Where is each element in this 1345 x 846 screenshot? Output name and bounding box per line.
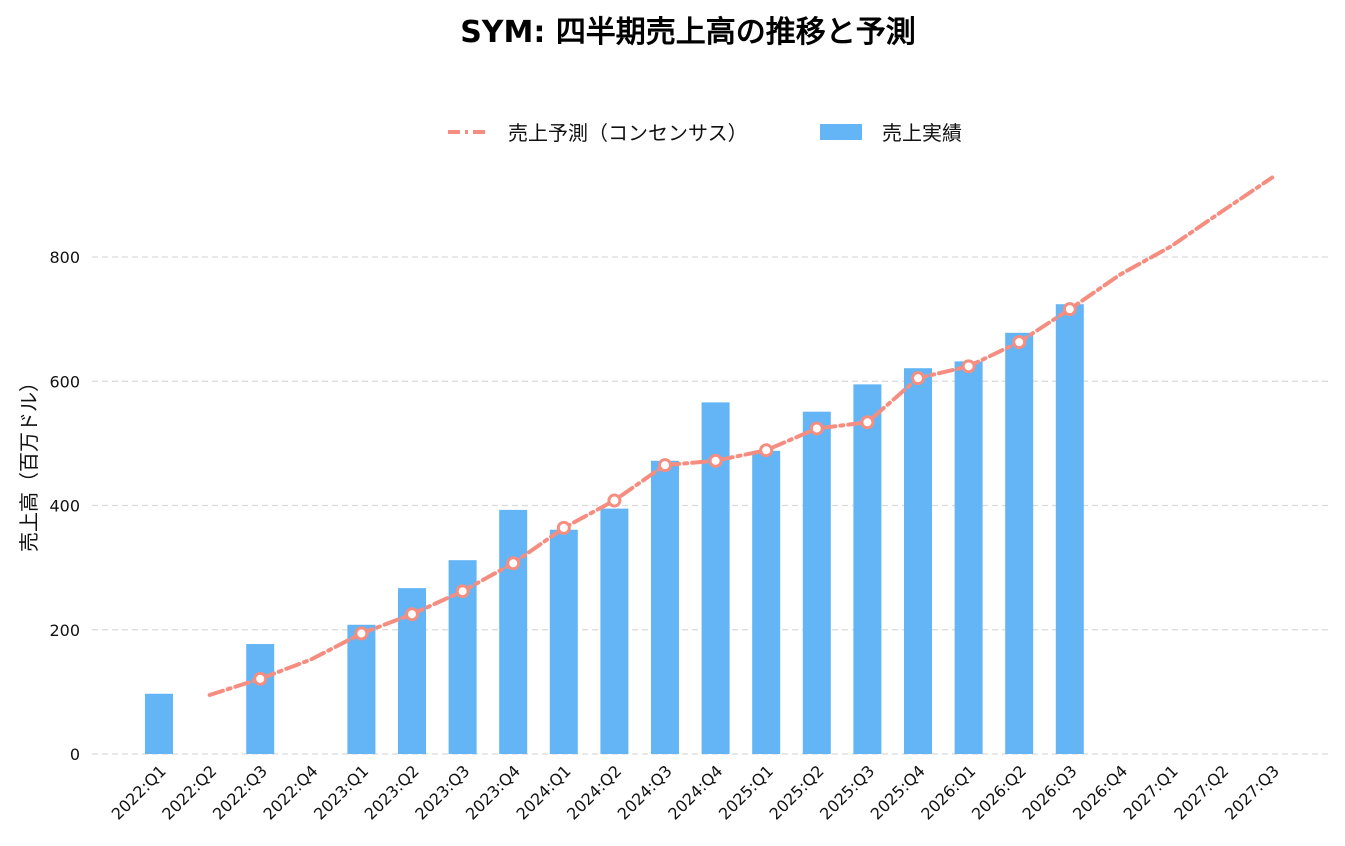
bar-2022:Q3	[246, 644, 275, 754]
x-tick-label-2023:Q4: 2023:Q4	[462, 761, 524, 823]
x-tick-label-2024:Q1: 2024:Q1	[512, 761, 574, 823]
chart-title: SYM: 四半期売上高の推移と予測	[460, 15, 916, 50]
forecast-line-path	[207, 175, 1275, 697]
legend-forecast-label: 売上予測（コンセンサス）	[508, 121, 748, 145]
y-tick-label-600: 600	[49, 372, 80, 391]
y-axis-ticks: 0 200 400 600 800	[49, 248, 80, 764]
x-tick-label-2022:Q2: 2022:Q2	[158, 761, 220, 823]
forecast-point-2024:Q4	[708, 453, 723, 468]
x-tick-label-2026:Q3: 2026:Q3	[1018, 761, 1080, 823]
y-tick-label-400: 400	[49, 497, 80, 516]
forecast-point-2024:Q3	[658, 458, 672, 473]
forecast-point-2022:Q3	[253, 671, 268, 686]
x-tick-label-2025:Q4: 2025:Q4	[867, 761, 929, 823]
x-tick-label-2024:Q4: 2024:Q4	[664, 761, 726, 823]
legend-actual-label: 売上実績	[882, 121, 962, 145]
forecast-point-2024:Q2	[607, 493, 622, 508]
x-tick-label-2025:Q3: 2025:Q3	[816, 761, 878, 823]
forecast-point-2025:Q3	[860, 415, 875, 430]
bar-2026:Q3	[1055, 304, 1084, 754]
forecast-point-2026:Q1	[961, 359, 976, 374]
bar-2023:Q4	[499, 509, 528, 754]
bar-2025:Q4	[904, 368, 932, 754]
forecast-point-2024:Q1	[556, 520, 571, 535]
x-tick-label-2024:Q2: 2024:Q2	[563, 761, 625, 823]
x-tick-label-2025:Q2: 2025:Q2	[765, 761, 827, 823]
legend-actual-swatch	[820, 124, 862, 140]
forecast-point-2025:Q1	[759, 443, 774, 458]
forecast-point-2025:Q2	[809, 421, 824, 436]
x-tick-label-2025:Q1: 2025:Q1	[715, 761, 777, 823]
x-tick-label-2023:Q1: 2023:Q1	[310, 761, 372, 823]
x-axis-ticks: 2022:Q12022:Q22022:Q32022:Q42023:Q12023:…	[108, 761, 1283, 823]
grid-lines	[92, 256, 1330, 755]
forecast-point-2026:Q2	[1012, 335, 1027, 350]
x-tick-label-2026:Q1: 2026:Q1	[917, 761, 979, 823]
y-tick-label-0: 0	[70, 745, 80, 764]
forecast-point-2023:Q1	[354, 626, 369, 641]
y-tick-label-200: 200	[49, 621, 80, 640]
bar-2023:Q1	[347, 624, 376, 754]
forecast-line	[207, 175, 1275, 697]
bar-2025:Q2	[802, 411, 831, 754]
forecast-point-2023:Q2	[405, 607, 419, 622]
bar-2026:Q2	[1005, 332, 1034, 754]
x-tick-label-2026:Q4: 2026:Q4	[1069, 761, 1131, 823]
x-tick-label-2027:Q3: 2027:Q3	[1221, 761, 1283, 823]
bar-2024:Q3	[651, 460, 679, 754]
bar-2025:Q3	[853, 384, 882, 754]
y-tick-label-800: 800	[49, 248, 80, 267]
x-tick-label-2022:Q4: 2022:Q4	[259, 761, 321, 823]
legend: 売上予測（コンセンサス） 売上実績	[448, 121, 962, 145]
x-tick-label-2022:Q1: 2022:Q1	[108, 761, 170, 823]
forecast-point-2026:Q3	[1062, 302, 1077, 317]
x-tick-label-2022:Q3: 2022:Q3	[209, 761, 271, 823]
y-axis-label: 売上高（百万ドル）	[17, 372, 41, 552]
bar-2024:Q1	[549, 529, 578, 754]
x-tick-label-2023:Q3: 2023:Q3	[411, 761, 473, 823]
bar-2022:Q1	[145, 693, 173, 754]
forecast-point-2025:Q4	[911, 371, 925, 386]
forecast-point-2023:Q3	[455, 584, 470, 599]
x-tick-label-2024:Q3: 2024:Q3	[614, 761, 676, 823]
forecast-point-2023:Q4	[506, 556, 521, 571]
bar-2026:Q1	[954, 361, 983, 754]
x-tick-label-2026:Q2: 2026:Q2	[968, 761, 1030, 823]
x-tick-label-2027:Q1: 2027:Q1	[1120, 761, 1182, 823]
bar-2025:Q1	[752, 450, 781, 754]
x-tick-label-2027:Q2: 2027:Q2	[1170, 761, 1232, 823]
x-tick-label-2023:Q2: 2023:Q2	[361, 761, 423, 823]
bar-2024:Q2	[600, 508, 629, 754]
